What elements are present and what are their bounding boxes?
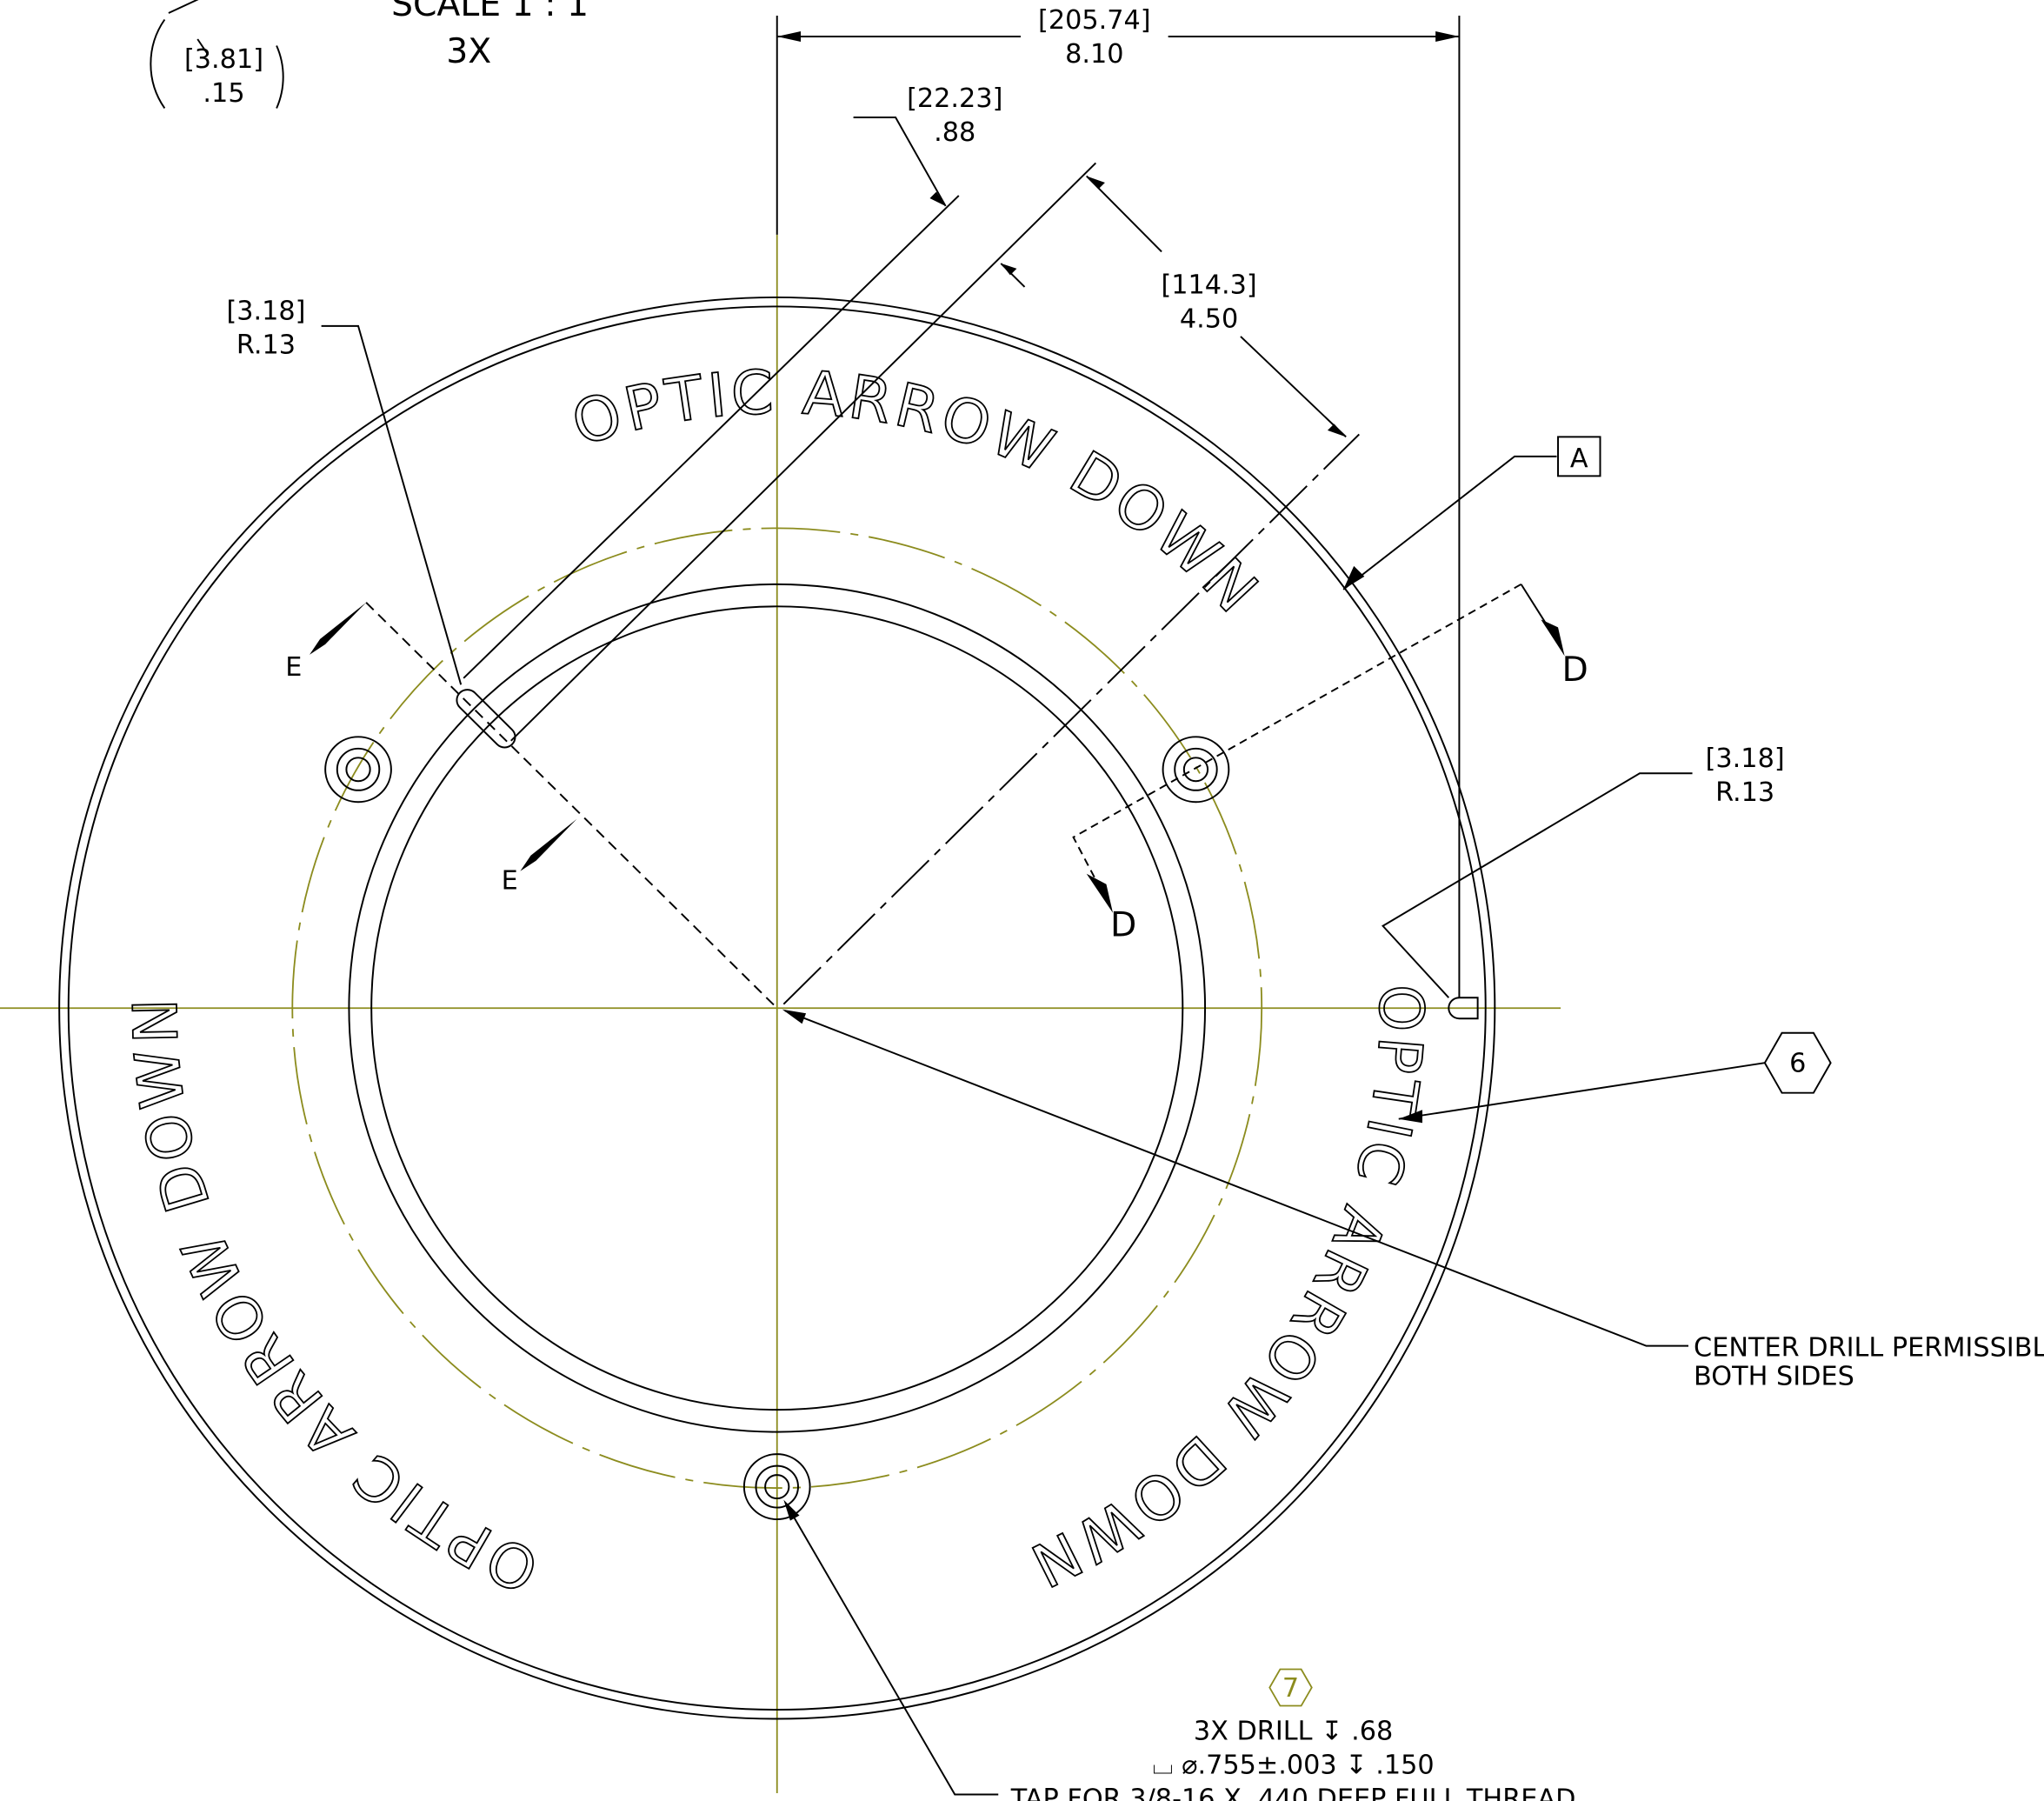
callout: TAP FOR 3/8-16 X .440 DEEP FULL THREAD (1010, 1784, 1576, 1801)
section-label: D (1562, 650, 1588, 690)
balloon: 6 (1789, 1049, 1806, 1079)
engraving: OPTIC ARROW DOWN (1017, 984, 1435, 1601)
dimension-lines (150, 0, 1830, 1795)
note: BOTH SIDES (1694, 1362, 1854, 1392)
dim-metric: [3.81] (184, 44, 263, 75)
dim-inch: 8.10 (1065, 39, 1123, 70)
count: 3X (446, 32, 491, 71)
dim-inch: R.13 (1715, 777, 1774, 808)
scale: SCALE 1 : 1 (391, 0, 589, 24)
dim-metric: [22.23] (907, 83, 1002, 114)
section-label: E (502, 866, 518, 897)
dim-metric: [3.18] (1706, 744, 1785, 774)
center-lines (0, 235, 1561, 1793)
callout: ⌴ ⌀.755±.003 ↧ .150 (1152, 1751, 1434, 1781)
dim-inch: .88 (934, 117, 975, 148)
dim-metric: [205.74] (1038, 5, 1151, 36)
datum: A (1570, 444, 1588, 474)
dim-inch: 4.50 (1180, 304, 1238, 335)
dim-inch: R.13 (236, 330, 296, 361)
dim-metric: [3.18] (226, 297, 305, 327)
engraving: OPTIC ARROW DOWN (564, 358, 1273, 629)
callout: 3X DRILL ↧ .68 (1194, 1717, 1393, 1747)
dim-inch: .15 (203, 78, 244, 109)
drawing: OPTIC ARROW DOWN OPTIC ARROW DOWN OPTIC … (0, 0, 2044, 1801)
balloon: 7 (1282, 1673, 1299, 1704)
engraving-path: OPTIC ARROW DOWN (121, 994, 549, 1605)
section-label: D (1110, 906, 1136, 945)
note: CENTER DRILL PERMISSIBLE (1694, 1333, 2044, 1364)
dim-metric: [114.3] (1161, 270, 1256, 301)
engraving-path: OPTIC ARROW DOWN (1017, 984, 1435, 1601)
engraving: OPTIC ARROW DOWN (121, 994, 549, 1605)
engraving-path: OPTIC ARROW DOWN (564, 358, 1273, 629)
section-label: E (285, 652, 302, 683)
